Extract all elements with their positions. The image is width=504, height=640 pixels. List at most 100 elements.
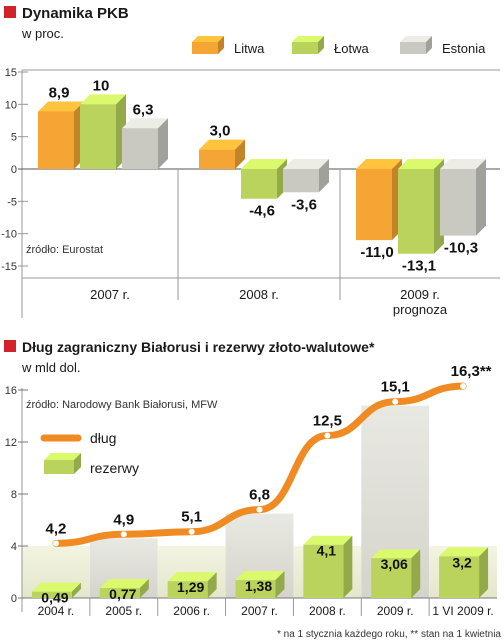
- reserve-label: 1,29: [177, 579, 204, 595]
- bar-side: [343, 535, 353, 598]
- y-tick-label: 12: [5, 437, 17, 449]
- category-label: 2009 r.: [377, 604, 414, 618]
- bar-front: [398, 169, 434, 254]
- category-label: 2005 r.: [105, 604, 142, 618]
- bar-side: [275, 571, 285, 598]
- bar-front: [199, 149, 235, 169]
- legend-label-1: Litwa: [234, 41, 265, 56]
- category-label: 2007 r.: [241, 604, 278, 618]
- bar-front: [283, 169, 319, 193]
- bar-side: [74, 453, 81, 474]
- chart2-title: Dług zagraniczny Białorusi i rezerwy zło…: [22, 339, 375, 355]
- legend-swatch-2: [292, 36, 324, 54]
- bar-top: [356, 159, 402, 169]
- pkb-chart: Dynamika PKB w proc. Litwa Łotwa Estonia 8…: [1, 5, 500, 318]
- chart2-y-ticks: 16 12 8 4 0: [5, 385, 17, 605]
- debt-label: 6,8: [249, 487, 270, 504]
- bar-front: [303, 544, 344, 598]
- bar-top: [241, 159, 287, 169]
- data-label: -11,0: [360, 244, 393, 261]
- bar-side: [139, 578, 149, 598]
- reserve-bar-7: [439, 547, 489, 598]
- bar-side: [158, 118, 168, 169]
- debt-point: [120, 531, 127, 538]
- y-tick-label: 10: [5, 99, 17, 111]
- category-label: 2007 r.: [90, 287, 130, 302]
- chart2-legend: dług rezerwy: [36, 422, 164, 486]
- chart1-y-ticks: 15 10 5 0 -5 -10 -15: [1, 67, 17, 273]
- bar-front: [122, 128, 158, 169]
- bar-front: [167, 581, 208, 598]
- bar-front: [99, 587, 140, 598]
- bar-top: [192, 36, 224, 42]
- bar-front: [400, 42, 426, 54]
- bar-front: [80, 104, 116, 169]
- reserve-label: 3,06: [381, 556, 408, 572]
- bar-top: [371, 549, 421, 559]
- title-marker: [4, 6, 16, 18]
- reserve-bar-1: [31, 582, 81, 598]
- debt-point: [324, 432, 331, 439]
- y-tick-label: -5: [7, 196, 17, 208]
- bar-top: [400, 36, 432, 42]
- reserve-label: 3,2: [452, 554, 472, 570]
- chart2-source: źródło: Narodowy Bank Białorusi, MFW: [26, 399, 218, 411]
- category-label: 2006 r.: [173, 604, 210, 618]
- bar-front: [292, 42, 318, 54]
- data-label: 8,9: [49, 84, 70, 101]
- legend-label-reserves: rezerwy: [90, 460, 139, 476]
- data-label: -13,1: [402, 258, 436, 275]
- bar-top: [440, 159, 486, 169]
- debt-point: [392, 398, 399, 405]
- y-tick-label: -15: [1, 261, 17, 273]
- category-label: 2008 r.: [309, 604, 346, 618]
- data-label: -4,6: [249, 203, 275, 220]
- reserve-label: 0,77: [109, 586, 136, 602]
- chart1-source: źródło: Eurostat: [26, 244, 103, 256]
- bar-top: [99, 578, 149, 588]
- bar-front: [192, 42, 218, 54]
- y-tick-label: 8: [11, 489, 17, 501]
- bar-top: [283, 159, 329, 169]
- bar-2-3: [398, 159, 444, 254]
- debt-label: 15,1: [381, 379, 410, 396]
- bar-side: [207, 572, 217, 598]
- bar-top: [398, 159, 444, 169]
- reserve-bar-4: [235, 571, 285, 598]
- bar-1-2: [199, 139, 245, 169]
- bar-side: [319, 159, 329, 193]
- bar-front: [439, 556, 480, 598]
- bar-front: [44, 460, 74, 474]
- bar-top: [199, 139, 245, 150]
- y-tick-label: 5: [11, 132, 17, 144]
- bar-1-1: [38, 101, 84, 169]
- bar-top: [235, 571, 285, 581]
- bar-1-3: [356, 159, 402, 241]
- reserve-label: 1,38: [245, 578, 272, 594]
- category-note: prognoza: [393, 302, 448, 317]
- title-marker: [4, 340, 16, 352]
- chart1-title: Dynamika PKB: [22, 5, 129, 22]
- debt-label: 4,9: [113, 511, 134, 528]
- debt-label: 5,1: [181, 509, 202, 526]
- bar-top: [167, 572, 217, 582]
- y-tick-label: 4: [11, 541, 17, 553]
- bar-3-2: [283, 159, 329, 193]
- bar-2-1: [80, 94, 126, 169]
- data-label: -3,6: [291, 196, 317, 213]
- y-tick-label: 16: [5, 385, 17, 397]
- bar-front: [235, 580, 276, 598]
- chart2-categories: 2004 r. 2005 r. 2006 r. 2007 r. 2008 r. 2009 …: [38, 604, 494, 618]
- chart2-bars: 0,49 0,77 1,29 1,38 4,1 3,06 3,2: [31, 535, 489, 606]
- bar-top: [292, 36, 324, 42]
- data-label: 10: [93, 77, 110, 94]
- debt-point: [460, 383, 467, 390]
- chart2-line: 4,2 4,9 5,1 6,8 12,5 15,1 16,3**: [45, 363, 492, 547]
- debt-label: 4,2: [45, 520, 66, 537]
- bar-side: [71, 582, 81, 598]
- bar-side: [318, 36, 324, 54]
- bar-front: [31, 591, 72, 598]
- legend-swatch-3: [400, 36, 432, 54]
- data-label: 3,0: [210, 123, 231, 140]
- reserve-bar-3: [167, 572, 217, 598]
